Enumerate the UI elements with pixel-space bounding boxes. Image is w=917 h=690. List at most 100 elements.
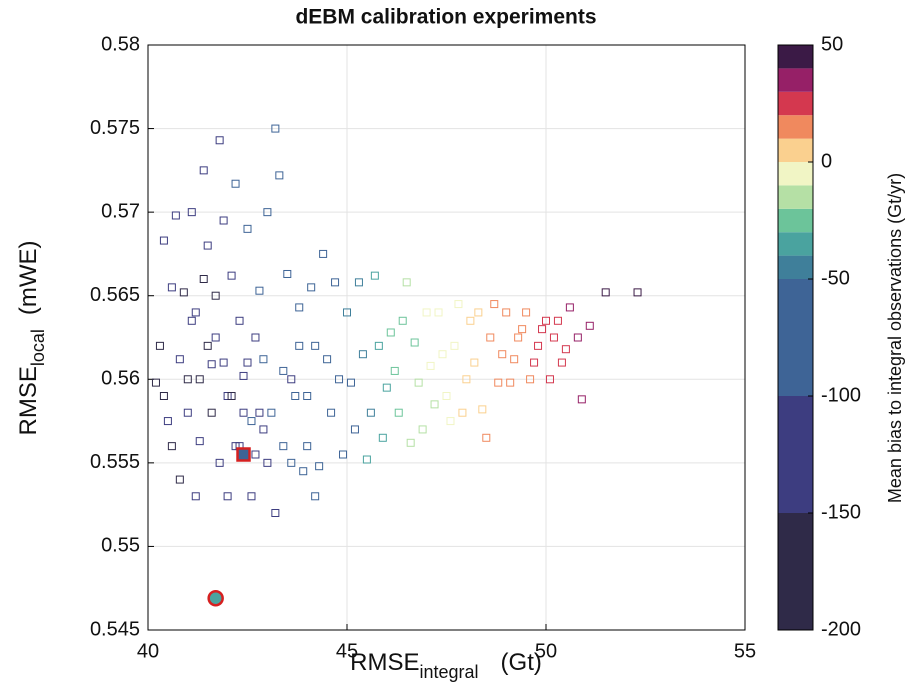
point xyxy=(315,462,324,471)
point xyxy=(494,378,503,387)
point xyxy=(259,355,268,364)
point xyxy=(573,333,582,342)
point xyxy=(235,316,244,325)
point xyxy=(390,366,399,375)
point xyxy=(577,395,586,404)
point xyxy=(287,375,296,384)
point xyxy=(255,286,264,295)
x-tick-label: 45 xyxy=(336,640,358,662)
point xyxy=(565,303,574,312)
point xyxy=(545,375,554,384)
colorbar-band xyxy=(778,68,813,92)
point xyxy=(215,136,224,145)
colorbar-band xyxy=(778,45,813,69)
point xyxy=(319,249,328,258)
point xyxy=(159,236,168,245)
point xyxy=(303,392,312,400)
point xyxy=(327,408,336,417)
y-tick-label: 0.545 xyxy=(90,618,140,640)
y-tick-label: 0.58 xyxy=(101,33,140,55)
y-tick-label: 0.575 xyxy=(90,117,140,139)
colorbar-band xyxy=(778,185,813,209)
point xyxy=(295,303,304,312)
point xyxy=(331,278,340,287)
point xyxy=(187,316,196,325)
point xyxy=(358,350,367,359)
colorbar-band xyxy=(778,115,813,139)
point xyxy=(394,408,403,417)
y-tick-label: 0.56 xyxy=(101,368,140,390)
x-label-sub: integral xyxy=(419,662,478,682)
colorbar-band xyxy=(778,208,813,233)
point xyxy=(207,408,216,417)
x-tick-label: 40 xyxy=(137,640,159,662)
colorbar-tick-label: 0 xyxy=(821,150,832,172)
point xyxy=(418,425,427,434)
point xyxy=(227,271,236,280)
point xyxy=(530,358,539,367)
point xyxy=(311,492,320,501)
point xyxy=(231,179,240,188)
point xyxy=(167,283,176,292)
point xyxy=(167,442,176,451)
chart-title: dEBM calibration experiments xyxy=(295,6,596,29)
point xyxy=(303,442,312,451)
colorbar-band xyxy=(778,396,813,513)
point xyxy=(339,450,348,459)
point xyxy=(187,208,196,217)
point xyxy=(442,392,451,400)
point xyxy=(450,341,459,350)
point xyxy=(553,316,562,325)
point xyxy=(263,458,272,467)
point xyxy=(243,358,252,367)
point xyxy=(526,375,535,384)
point xyxy=(350,425,359,434)
point xyxy=(561,345,570,354)
point xyxy=(243,224,252,233)
y-label-main: RMSE xyxy=(15,366,42,435)
y-tick-label: 0.57 xyxy=(101,200,140,222)
point xyxy=(239,371,248,380)
point xyxy=(585,321,594,330)
point xyxy=(291,392,300,400)
point xyxy=(490,300,499,309)
point xyxy=(633,288,642,297)
point xyxy=(203,241,212,250)
point xyxy=(378,433,387,442)
point xyxy=(279,442,288,451)
point xyxy=(287,458,296,467)
point xyxy=(438,350,447,359)
point xyxy=(486,333,495,342)
point xyxy=(402,278,411,287)
point xyxy=(478,405,487,414)
point xyxy=(414,378,423,387)
point xyxy=(247,492,256,501)
colorbar-band xyxy=(778,255,813,279)
colorbar-tick-label: -150 xyxy=(821,501,861,523)
point xyxy=(601,288,610,297)
point xyxy=(199,166,208,175)
point xyxy=(462,375,471,384)
point xyxy=(207,360,216,369)
x-tick-label: 50 xyxy=(535,640,557,662)
y-tick-label: 0.555 xyxy=(90,451,140,473)
x-label-main: RMSE xyxy=(350,649,419,676)
point xyxy=(275,171,284,180)
point xyxy=(498,350,507,359)
point xyxy=(362,455,371,464)
point xyxy=(247,417,256,426)
point xyxy=(542,316,550,325)
colorbar-frame xyxy=(777,44,814,631)
point xyxy=(311,341,320,350)
point xyxy=(299,467,308,476)
colorbar-band xyxy=(778,279,813,396)
point xyxy=(410,338,419,347)
highlight-point xyxy=(236,447,251,462)
point xyxy=(219,358,228,367)
point xyxy=(335,375,344,384)
point xyxy=(382,383,391,392)
point xyxy=(346,378,355,387)
point xyxy=(283,269,292,278)
point xyxy=(386,328,395,337)
